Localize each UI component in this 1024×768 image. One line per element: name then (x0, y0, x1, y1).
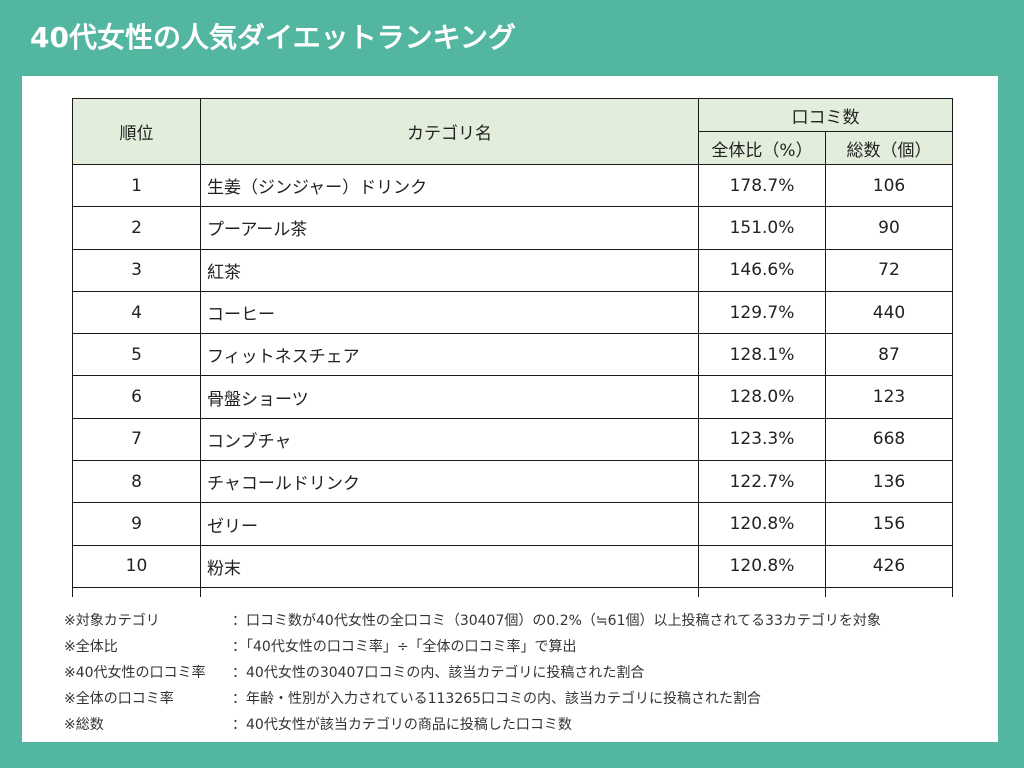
rank-cell: 8 (72, 460, 201, 504)
content-panel: 順位 カテゴリ名 口コミ数 全体比（%） 総数（個） 1 生姜（ジンジャー）ドリ… (22, 76, 998, 742)
ratio-cell: 151.0% (698, 206, 826, 250)
footnote-target-category: ※対象カテゴリ ：口コミ数が40代女性の全口コミ（30407個）の0.2%（≒6… (64, 608, 881, 634)
ratio-cell: 128.1% (698, 333, 826, 377)
page-title: 40代女性の人気ダイエットランキング (30, 21, 516, 54)
rank-cell: 2 (72, 206, 201, 250)
rank-cell: 5 (72, 333, 201, 377)
column-header-rank: 順位 (72, 98, 201, 165)
total-cell: 426 (825, 544, 953, 588)
category-cell: 生姜（ジンジャー）ドリンク (200, 163, 699, 208)
total-cell: 440 (825, 290, 953, 335)
category-cell: フィットネスチェア (200, 333, 699, 377)
footnote-label: ※対象カテゴリ (64, 613, 160, 629)
total-cell: 87 (825, 333, 953, 377)
category-cell: 紅茶 (200, 248, 699, 292)
category-cell: チャコールドリンク (200, 460, 699, 504)
table-cutoff-row (72, 586, 953, 598)
rank-cell: 3 (72, 248, 201, 292)
total-cell: 72 (825, 248, 953, 292)
rank-cell: 4 (72, 290, 201, 335)
total-cell: 136 (825, 460, 953, 504)
ratio-cell: 122.7% (698, 460, 826, 504)
footnote-40s-women-rate: ※40代女性の口コミ率 ：40代女性の30407口コミの内、該当カテゴリに投稿さ… (64, 660, 881, 686)
category-cell: プーアール茶 (200, 206, 699, 250)
ratio-cell: 178.7% (698, 163, 826, 208)
table-row: 10 粉末 120.8% 426 (72, 544, 953, 588)
footnote-label: ※総数 (64, 717, 104, 733)
total-cell: 123 (825, 375, 953, 419)
cutoff-cell (200, 586, 699, 598)
footnote-text: ：口コミ数が40代女性の全口コミ（30407個）の0.2%（≒61個）以上投稿さ… (232, 613, 881, 629)
column-header-reviews-group: 口コミ数 (698, 98, 953, 132)
rank-cell: 1 (72, 163, 201, 208)
category-cell: ゼリー (200, 502, 699, 546)
total-cell: 668 (825, 417, 953, 462)
cutoff-cell (698, 586, 826, 598)
table-row: 8 チャコールドリンク 122.7% 136 (72, 460, 953, 504)
footnote-text: ：「40代女性の口コミ率」÷「全体の口コミ率」で算出 (232, 639, 577, 655)
footnote-text: ：年齢・性別が入力されている113265口コミの内、該当カテゴリに投稿された割合 (232, 691, 762, 707)
rank-cell: 7 (72, 417, 201, 462)
rank-cell: 9 (72, 502, 201, 546)
rank-cell: 6 (72, 375, 201, 419)
footnote-label: ※40代女性の口コミ率 (64, 665, 206, 681)
ratio-cell: 146.6% (698, 248, 826, 292)
ratio-cell: 123.3% (698, 417, 826, 462)
footnote-text: ：40代女性の30407口コミの内、該当カテゴリに投稿された割合 (232, 665, 645, 681)
footnote-label: ※全体比 (64, 639, 118, 655)
cutoff-cell (72, 586, 201, 598)
footnote-overall-rate: ※全体の口コミ率 ：年齢・性別が入力されている113265口コミの内、該当カテゴ… (64, 686, 881, 712)
ratio-cell: 120.8% (698, 502, 826, 546)
column-header-category: カテゴリ名 (200, 98, 699, 165)
ratio-cell: 128.0% (698, 375, 826, 419)
table-row: 2 プーアール茶 151.0% 90 (72, 206, 953, 250)
column-header-ratio: 全体比（%） (698, 131, 826, 165)
total-cell: 156 (825, 502, 953, 546)
category-cell: コンブチャ (200, 417, 699, 462)
cutoff-cell (825, 586, 953, 598)
table-row: 6 骨盤ショーツ 128.0% 123 (72, 375, 953, 419)
table-row: 4 コーヒー 129.7% 440 (72, 290, 953, 335)
category-cell: 粉末 (200, 544, 699, 588)
total-cell: 90 (825, 206, 953, 250)
category-cell: 骨盤ショーツ (200, 375, 699, 419)
footnote-overall-ratio: ※全体比 ：「40代女性の口コミ率」÷「全体の口コミ率」で算出 (64, 634, 881, 660)
rank-cell: 10 (72, 544, 201, 588)
footnote-total: ※総数 ：40代女性が該当カテゴリの商品に投稿した口コミ数 (64, 712, 881, 738)
table-row: 9 ゼリー 120.8% 156 (72, 502, 953, 546)
total-cell: 106 (825, 163, 953, 208)
table-row: 1 生姜（ジンジャー）ドリンク 178.7% 106 (72, 163, 953, 208)
ranking-table: 順位 カテゴリ名 口コミ数 全体比（%） 総数（個） 1 生姜（ジンジャー）ドリ… (72, 98, 953, 598)
ratio-cell: 120.8% (698, 544, 826, 588)
table-row: 7 コンブチャ 123.3% 668 (72, 417, 953, 462)
column-header-total: 総数（個） (825, 131, 953, 165)
footnotes: ※対象カテゴリ ：口コミ数が40代女性の全口コミ（30407個）の0.2%（≒6… (64, 608, 881, 738)
table-row: 5 フィットネスチェア 128.1% 87 (72, 333, 953, 377)
table-row: 3 紅茶 146.6% 72 (72, 248, 953, 292)
ratio-cell: 129.7% (698, 290, 826, 335)
footnote-label: ※全体の口コミ率 (64, 691, 174, 707)
category-cell: コーヒー (200, 290, 699, 335)
footnote-text: ：40代女性が該当カテゴリの商品に投稿した口コミ数 (232, 717, 572, 733)
